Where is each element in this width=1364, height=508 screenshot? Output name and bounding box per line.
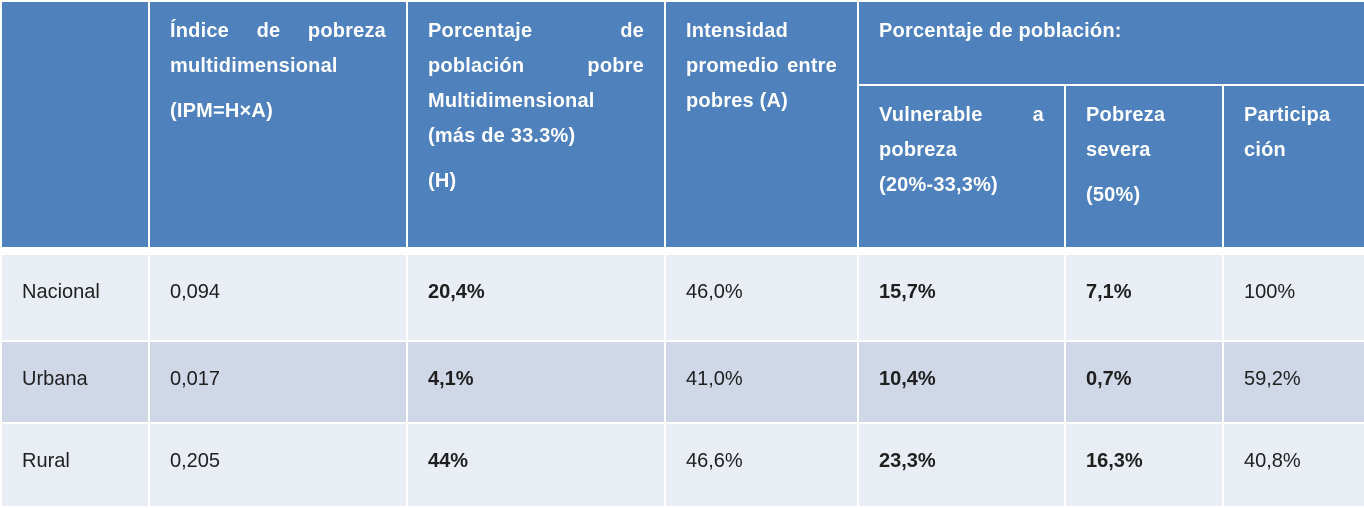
table-row: Rural 0,205 44% 46,6% 23,3% 16,3% 40,8% <box>0 422 1364 508</box>
header-participacion-line1: Participa <box>1244 104 1331 126</box>
cell-participacion: 40,8% <box>1222 422 1364 508</box>
header-ipm-title: Índice de pobreza multidimensional <box>170 20 386 77</box>
header-pobreza-severa: Pobreza severa (50%) <box>1064 84 1224 252</box>
cell-h: 44% <box>406 422 666 508</box>
cell-ipm: 0,017 <box>148 340 408 424</box>
cell-vulnerable: 23,3% <box>857 422 1066 508</box>
cell-a: 46,6% <box>664 422 859 508</box>
header-ipm: Índice de pobreza multidimensional (IPM=… <box>148 0 408 252</box>
cell-ipm: 0,205 <box>148 422 408 508</box>
header-severa-title: Pobreza severa <box>1086 104 1166 161</box>
cell-vulnerable: 15,7% <box>857 247 1066 342</box>
header-ipm-formula: (IPM=H×A) <box>170 100 273 122</box>
cell-participacion: 100% <box>1222 247 1364 342</box>
cell-a: 46,0% <box>664 247 859 342</box>
cell-region: Rural <box>0 422 150 508</box>
cell-ipm: 0,094 <box>148 247 408 342</box>
cell-severa: 0,7% <box>1064 340 1224 424</box>
header-vulnerable: Vulnerable a pobreza (20%-33,3%) <box>857 84 1066 252</box>
cell-h: 4,1% <box>406 340 666 424</box>
cell-h: 20,4% <box>406 247 666 342</box>
header-h: Porcentaje de población pobre Multidimen… <box>406 0 666 252</box>
cell-severa: 16,3% <box>1064 422 1224 508</box>
cell-participacion: 59,2% <box>1222 340 1364 424</box>
table-row: Urbana 0,017 4,1% 41,0% 10,4% 0,7% 59,2% <box>0 340 1364 424</box>
cell-region: Urbana <box>0 340 150 424</box>
table-row: Nacional 0,094 20,4% 46,0% 15,7% 7,1% 10… <box>0 247 1364 342</box>
header-a: Intensidad promedio entre pobres (A) <box>664 0 859 252</box>
header-severa-threshold: (50%) <box>1086 184 1141 206</box>
cell-region: Nacional <box>0 247 150 342</box>
header-region <box>0 0 150 252</box>
cell-vulnerable: 10,4% <box>857 340 1066 424</box>
cell-severa: 7,1% <box>1064 247 1224 342</box>
header-participacion-line2: ción <box>1244 139 1286 161</box>
header-h-symbol: (H) <box>428 170 457 192</box>
header-h-title: Porcentaje de población pobre Multidimen… <box>428 20 644 147</box>
cell-a: 41,0% <box>664 340 859 424</box>
header-group-poblacion: Porcentaje de población: <box>857 0 1364 86</box>
header-participacion: Participa ción <box>1222 84 1364 252</box>
